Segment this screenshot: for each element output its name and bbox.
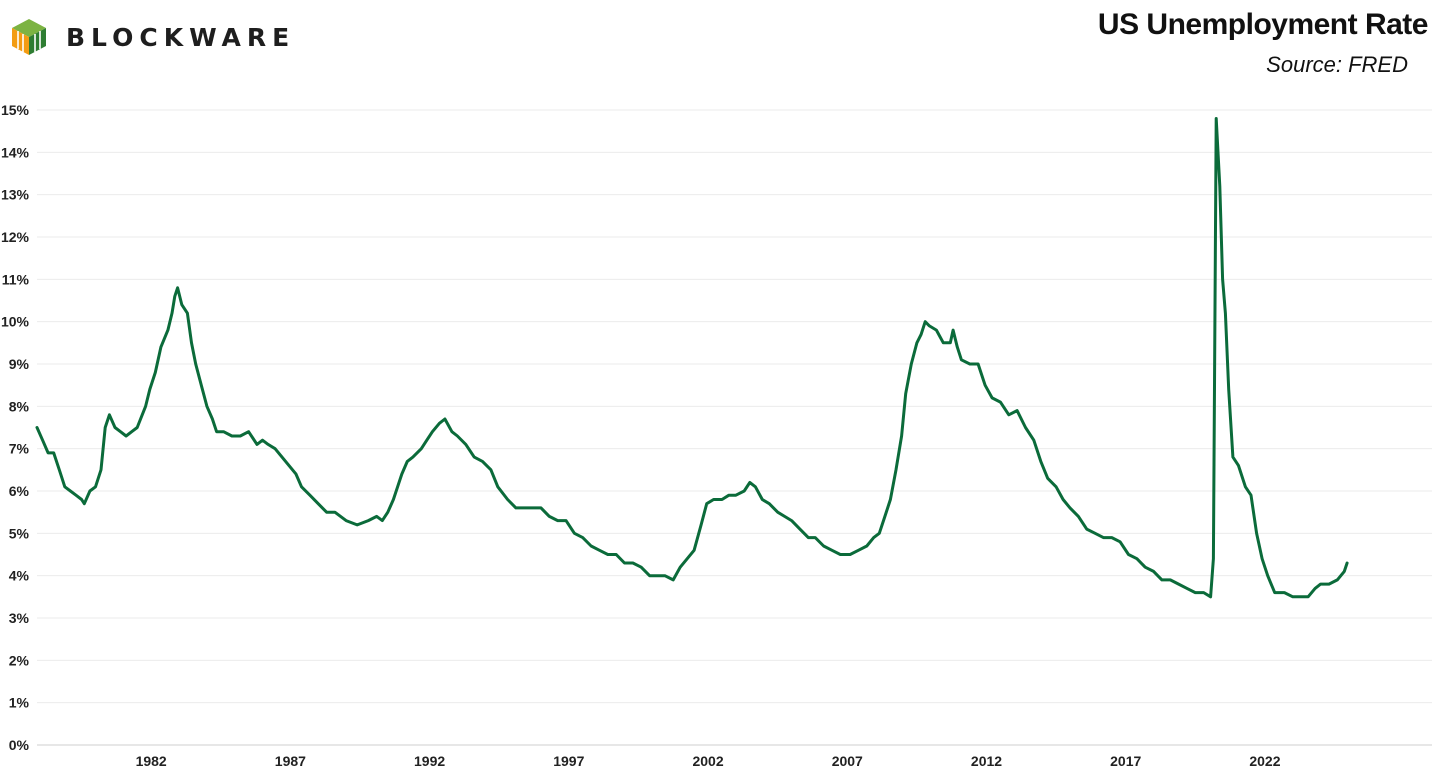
y-tick-label: 4% [9, 568, 30, 584]
y-tick-label: 3% [9, 610, 30, 626]
axes: 0% 1% 2% 3% 4% 5% 6% 7% 8% 9% 10% 11% 12% 13% 14% 15% 19… [1, 102, 1432, 769]
x-tick-label: 2012 [971, 753, 1002, 769]
series-layer [35, 117, 1349, 599]
y-tick-label: 12% [1, 229, 30, 245]
x-tick-label: 2017 [1110, 753, 1141, 769]
x-tick-label: 1997 [553, 753, 584, 769]
series-line-unemployment-rate [35, 117, 1349, 599]
x-tick-label: 1992 [414, 753, 445, 769]
y-tick-label: 7% [9, 441, 30, 457]
y-tick-label: 8% [9, 398, 30, 414]
y-tick-label: 13% [1, 187, 30, 203]
x-tick-label: 1987 [275, 753, 306, 769]
y-tick-label: 1% [9, 695, 30, 711]
y-tick-label: 9% [9, 356, 30, 372]
x-tick-label: 2007 [832, 753, 863, 769]
chart-title: US Unemployment Rate [1097, 8, 1429, 41]
gridlines [37, 109, 1432, 746]
chart-source: Source: FRED [1266, 52, 1408, 77]
x-tick-label: 2002 [692, 753, 723, 769]
brand-name: BLOCKWARE [66, 22, 296, 52]
y-tick-label: 0% [9, 737, 30, 753]
logo-cube-right [29, 28, 46, 55]
y-tick-label: 14% [1, 144, 30, 160]
brand-logo: BLOCKWARE [10, 12, 295, 62]
y-tick-label: 2% [9, 652, 30, 668]
y-tick-label: 6% [9, 483, 30, 499]
x-tick-label: 2022 [1249, 753, 1280, 769]
blockware-logo-icon [12, 19, 46, 55]
x-tick-label: 1982 [136, 753, 167, 769]
y-tick-label: 5% [9, 525, 30, 541]
y-tick-label: 11% [2, 271, 30, 287]
y-tick-label: 15% [1, 102, 30, 118]
logo-cube-left [12, 28, 29, 55]
y-tick-label: 10% [1, 314, 30, 330]
